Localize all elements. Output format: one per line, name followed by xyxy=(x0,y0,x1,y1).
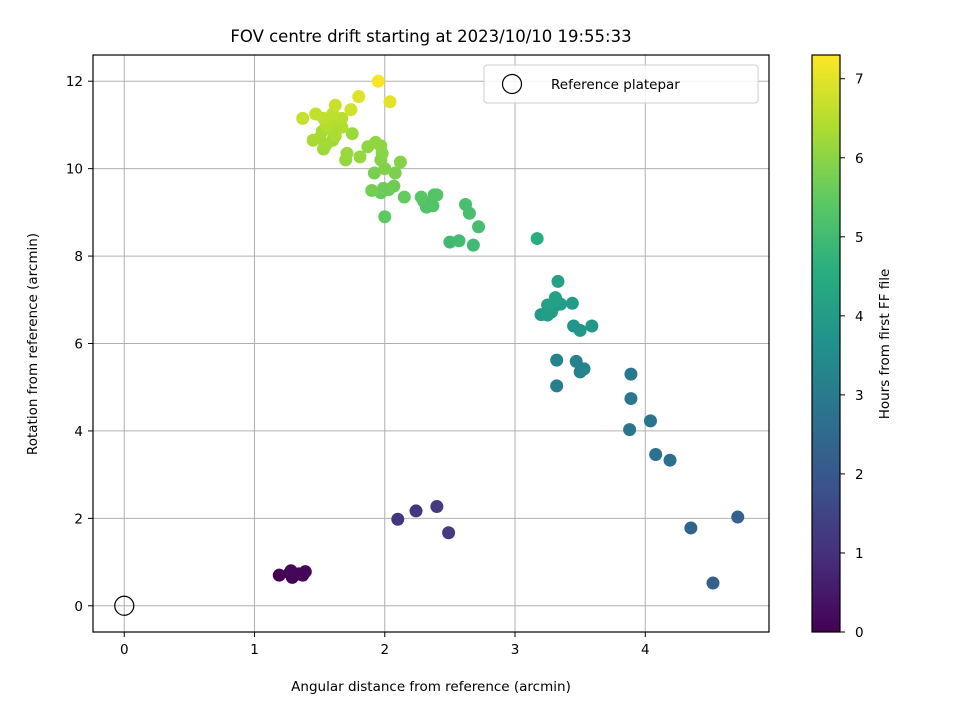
colorbar-frame xyxy=(811,54,841,633)
y-tick-label: 0 xyxy=(74,599,83,615)
data-point xyxy=(309,107,323,121)
x-axis-label: Angular distance from reference (arcmin) xyxy=(291,679,571,695)
reference-platepar-marker xyxy=(114,595,135,616)
data-point xyxy=(550,379,564,393)
data-point xyxy=(371,74,385,88)
data-point xyxy=(472,220,486,234)
y-axis-label: Rotation from reference (arcmin) xyxy=(25,233,41,455)
data-point xyxy=(452,234,466,248)
data-points xyxy=(272,74,745,590)
y-axis-ticks: 0 2 4 6 8 10 12 xyxy=(66,74,93,615)
data-point xyxy=(684,521,698,535)
colorbar-tick-label: 3 xyxy=(855,388,864,404)
data-point xyxy=(577,362,591,376)
legend: Reference platepar xyxy=(483,64,759,104)
data-point xyxy=(306,133,320,147)
data-point xyxy=(430,500,444,514)
colorbar-tick-label: 7 xyxy=(855,72,864,88)
x-tick-label: 4 xyxy=(641,642,650,658)
colorbar-tick-label: 0 xyxy=(855,625,864,641)
colorbar-tick-label: 6 xyxy=(855,151,864,167)
data-point xyxy=(624,392,638,406)
data-point xyxy=(388,166,402,180)
data-point xyxy=(365,184,379,198)
data-point xyxy=(391,512,405,526)
data-point xyxy=(643,414,657,428)
data-point xyxy=(272,568,286,582)
colorbar: 0 1 2 3 4 5 6 7 Hours from first FF file xyxy=(811,54,893,641)
data-point xyxy=(585,319,599,333)
colorbar-tick-label: 5 xyxy=(855,230,864,246)
data-point xyxy=(551,274,565,288)
data-point xyxy=(340,146,354,160)
x-tick-label: 1 xyxy=(250,642,259,658)
data-point xyxy=(344,103,358,117)
y-tick-label: 2 xyxy=(74,511,83,527)
reference-point xyxy=(114,595,135,616)
data-point xyxy=(459,197,473,211)
grid-lines xyxy=(93,55,769,632)
data-point xyxy=(284,564,298,578)
y-tick-label: 10 xyxy=(66,162,83,178)
x-axis-ticks: 0 1 2 3 4 xyxy=(120,632,650,658)
x-tick-label: 0 xyxy=(120,642,129,658)
data-point xyxy=(550,353,564,367)
data-point xyxy=(426,199,440,213)
data-point xyxy=(548,291,562,305)
data-point xyxy=(623,423,637,437)
chart-title: FOV centre drift starting at 2023/10/10 … xyxy=(230,27,631,46)
colorbar-ticks: 0 1 2 3 4 5 6 7 xyxy=(840,72,864,641)
data-point xyxy=(624,367,638,381)
data-point xyxy=(328,98,342,112)
legend-box xyxy=(483,64,759,104)
colorbar-label: Hours from first FF file xyxy=(877,269,893,420)
data-point xyxy=(378,210,392,224)
y-tick-label: 12 xyxy=(66,74,83,90)
data-point xyxy=(353,150,367,164)
colorbar-gradient xyxy=(812,55,840,632)
data-point xyxy=(731,510,745,524)
data-point xyxy=(383,95,397,109)
data-point xyxy=(367,166,381,180)
data-point xyxy=(409,504,423,518)
data-point xyxy=(466,238,480,252)
data-point xyxy=(567,319,581,333)
data-point xyxy=(352,90,366,104)
data-point xyxy=(649,448,663,462)
colorbar-tick-label: 1 xyxy=(855,546,864,562)
data-point xyxy=(663,453,677,467)
y-tick-label: 4 xyxy=(74,424,83,440)
data-point xyxy=(298,565,312,579)
data-point xyxy=(442,526,456,540)
legend-marker xyxy=(501,73,523,95)
data-point xyxy=(345,127,359,141)
data-point xyxy=(414,190,428,204)
data-point xyxy=(397,190,411,204)
y-tick-label: 6 xyxy=(74,337,83,353)
data-point xyxy=(361,140,375,154)
data-point xyxy=(393,155,407,169)
data-point xyxy=(706,576,720,590)
data-point xyxy=(530,232,544,246)
data-point xyxy=(387,179,401,193)
data-point xyxy=(430,188,444,202)
y-tick-label: 8 xyxy=(74,249,83,265)
data-point xyxy=(565,296,579,310)
data-point xyxy=(296,111,310,125)
x-tick-label: 3 xyxy=(511,642,520,658)
x-tick-label: 2 xyxy=(380,642,389,658)
colorbar-tick-label: 4 xyxy=(855,309,864,325)
legend-label: Reference platepar xyxy=(551,77,680,93)
colorbar-tick-label: 2 xyxy=(855,467,864,483)
